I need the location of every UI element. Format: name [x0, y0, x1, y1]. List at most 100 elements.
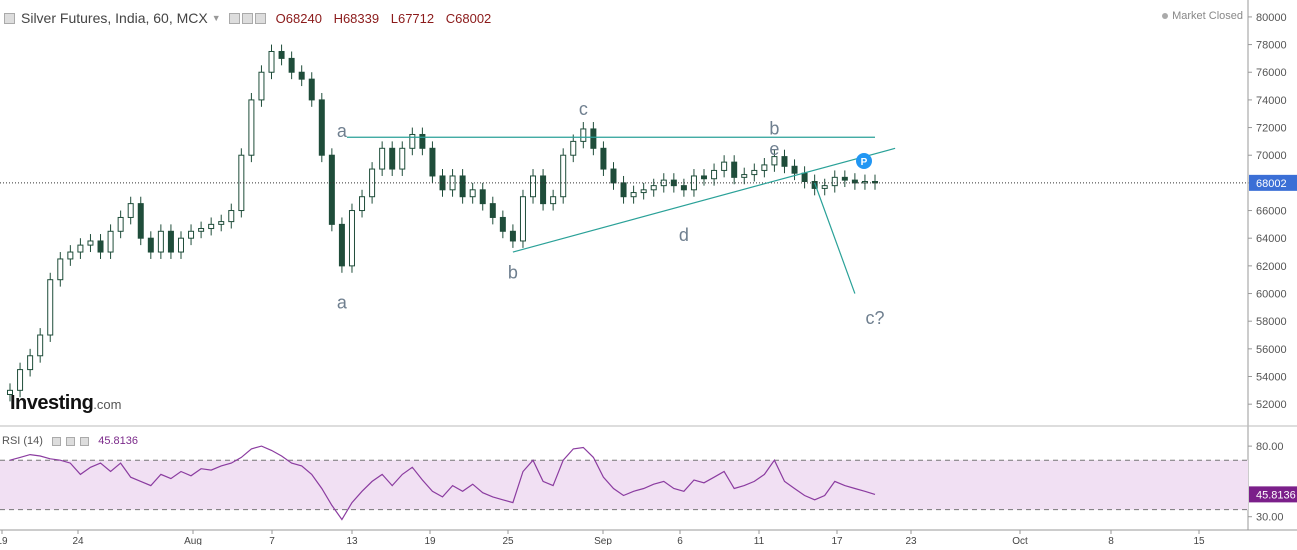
- wave-label: b: [769, 118, 779, 138]
- candle-body: [107, 230, 114, 253]
- open-value: O68240: [275, 10, 322, 26]
- candle-body: [47, 279, 54, 336]
- candle-body: [509, 230, 516, 242]
- ohlc-values: O68240 H68339 L67712 C68002: [276, 11, 500, 26]
- candle-body: [570, 140, 577, 156]
- rsi-gear-icon[interactable]: [66, 436, 76, 446]
- candle-body: [389, 147, 396, 170]
- candle-body: [731, 161, 738, 178]
- candle-body: [318, 99, 325, 156]
- price-tick-label: 74000: [1256, 95, 1287, 107]
- candle-body: [831, 176, 838, 187]
- rsi-close-icon[interactable]: [80, 436, 90, 446]
- wave-label: c: [579, 99, 588, 119]
- settings-icon[interactable]: [228, 12, 240, 24]
- candle-body: [409, 133, 416, 149]
- price-tick-label: 66000: [1256, 206, 1287, 218]
- candle-body: [811, 180, 818, 189]
- candle-body: [540, 175, 547, 205]
- candle-body: [590, 128, 597, 149]
- price-tick-label: 78000: [1256, 40, 1287, 52]
- last-price-label: 68002: [1256, 178, 1287, 190]
- pivot-marker-icon: [856, 153, 872, 169]
- chevron-down-icon[interactable]: ▼: [211, 13, 221, 23]
- candle-body: [308, 78, 315, 101]
- time-tick-label: Aug: [184, 536, 202, 545]
- market-status-label: Market Closed: [1172, 10, 1243, 22]
- rsi-tick-label: 30.00: [1256, 512, 1284, 524]
- time-tick-label: 8: [1108, 536, 1114, 545]
- candle-body: [550, 196, 557, 205]
- candle-body: [791, 165, 798, 174]
- candle-body: [228, 210, 235, 223]
- candle-body: [499, 216, 506, 232]
- candle-body: [459, 175, 466, 198]
- time-tick-label: 11: [754, 536, 765, 545]
- candle-body: [680, 185, 687, 191]
- candle-body: [721, 161, 728, 171]
- close-icon[interactable]: [254, 12, 266, 24]
- candle-body: [57, 258, 64, 281]
- price-tick-label: 58000: [1256, 316, 1287, 328]
- candle-body: [741, 174, 748, 178]
- high-value: H68339: [333, 10, 380, 26]
- candle-body: [771, 156, 778, 166]
- collapse-icon[interactable]: [4, 12, 15, 24]
- candle-body: [560, 154, 567, 198]
- candle-body: [298, 71, 305, 80]
- wave-trendline: [512, 147, 896, 253]
- price-tick-label: 80000: [1256, 12, 1287, 24]
- candle-body: [248, 99, 255, 156]
- candle-body: [268, 50, 275, 73]
- candle-body: [801, 172, 808, 182]
- candle-body: [489, 203, 496, 218]
- candle-body: [872, 180, 878, 184]
- time-tick-label: Oct: [1012, 536, 1028, 545]
- rsi-settings-icon[interactable]: [52, 436, 62, 446]
- candles-group: [7, 44, 878, 402]
- candle-body: [87, 240, 94, 246]
- price-tick-label: 54000: [1256, 372, 1287, 384]
- price-tick-label: 76000: [1256, 67, 1287, 79]
- candle-body: [7, 389, 13, 395]
- time-tick-label: 25: [502, 536, 514, 545]
- rsi-band: [0, 460, 1248, 510]
- candle-body: [580, 128, 587, 142]
- price-tick-label: 52000: [1256, 399, 1287, 411]
- candle-body: [479, 189, 486, 205]
- candle-body: [67, 251, 74, 260]
- time-tick-label: 15: [1193, 536, 1205, 545]
- candle-body: [328, 154, 335, 225]
- wave-label: c?: [865, 308, 884, 328]
- price-tick-label: 56000: [1256, 344, 1287, 356]
- gear-icon[interactable]: [241, 12, 253, 24]
- wave-label: a: [337, 293, 348, 313]
- candle-body: [127, 203, 134, 218]
- time-tick-label: 24: [72, 536, 84, 545]
- candle-body: [701, 175, 708, 180]
- candle-body: [288, 57, 295, 73]
- rsi-value-tag: [1249, 486, 1297, 503]
- rsi-header: RSI (14) 45.8136: [2, 435, 138, 447]
- time-tick-label: 13: [346, 536, 358, 545]
- wave-label: d: [679, 225, 689, 245]
- candle-body: [530, 175, 537, 198]
- candle-body: [27, 355, 34, 371]
- candle-body: [519, 196, 526, 242]
- candle-body: [600, 147, 607, 170]
- candle-body: [278, 50, 285, 59]
- time-tick-label: Sep: [594, 536, 612, 545]
- logo-suffix: .com: [93, 397, 122, 412]
- candle-body: [37, 334, 44, 357]
- candle-body: [670, 179, 677, 187]
- pivot-marker-label: P: [861, 157, 868, 168]
- candle-body: [469, 189, 476, 198]
- candle-body: [640, 189, 647, 194]
- time-tick-label: 19: [424, 536, 436, 545]
- rsi-value-label: 45.8136: [1256, 489, 1296, 501]
- time-tick-label: 23: [905, 536, 917, 545]
- candle-body: [379, 147, 386, 170]
- candle-body: [77, 244, 84, 253]
- rsi-label: RSI (14): [2, 435, 43, 447]
